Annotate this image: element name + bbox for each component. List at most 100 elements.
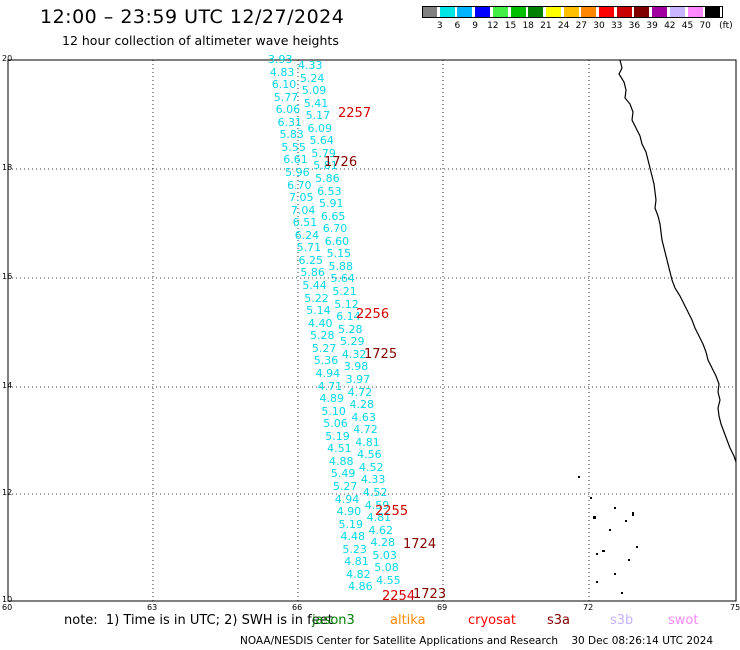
- wave-height-label: 6.06: [275, 103, 301, 117]
- pass-time-label: 2256: [356, 307, 390, 322]
- wave-height-label: 5.91: [318, 197, 344, 211]
- satellite-legend-item: cryosat: [468, 613, 516, 628]
- colorbar-swatch: [510, 6, 526, 18]
- wave-height-label: 4.55: [376, 573, 401, 587]
- wave-height-label: 4.72: [347, 385, 373, 399]
- wave-height-label: 4.89: [319, 392, 344, 406]
- wave-height-label: 5.12: [334, 297, 359, 311]
- colorbar-swatch: [581, 6, 597, 18]
- pass-time-label: 1723: [413, 587, 447, 602]
- lat-label: 20: [2, 54, 13, 63]
- satellite-legend-item: s3a: [547, 613, 571, 628]
- wave-height-label: 5.44: [302, 279, 327, 293]
- wave-height-label: 5.88: [328, 259, 354, 273]
- wave-height-label: 3.93: [268, 53, 293, 66]
- wave-height-label: 6.70: [322, 222, 348, 236]
- wave-height-label: 6.61: [283, 153, 308, 167]
- wave-height-label: 5.96: [285, 166, 310, 180]
- wave-height-label: 4.94: [334, 492, 360, 506]
- wave-height-label: 5.83: [279, 128, 304, 142]
- colorbar-label: 6: [454, 21, 461, 31]
- wave-height-label: 5.03: [372, 548, 397, 562]
- colorbar-swatch: [687, 6, 703, 18]
- wave-height-label: 5.23: [342, 542, 367, 556]
- colorbar-label: 9: [472, 21, 478, 31]
- colorbar-label: 33: [610, 21, 623, 31]
- wave-height-label: 5.71: [296, 241, 322, 255]
- wave-height-label: 5.22: [304, 291, 329, 305]
- wave-height-label: 5.06: [323, 417, 348, 431]
- pass-time-label: 1725: [364, 347, 398, 362]
- wave-height-label: 3.98: [343, 360, 369, 374]
- lat-label: 12: [2, 488, 13, 497]
- colorbar-label: 18: [522, 21, 534, 31]
- wave-height-label: 6.70: [287, 178, 312, 192]
- wave-height-label: 5.19: [325, 429, 350, 443]
- wave-height-label: 4.56: [357, 448, 382, 462]
- wave-height-label: 5.09: [301, 84, 327, 98]
- wave-height-label: 6.53: [317, 184, 342, 198]
- lon-label: 63: [147, 603, 158, 612]
- colorbar-swatch: [669, 6, 685, 18]
- footer-note: note: 1) Time is in UTC; 2) SWH is in fe…: [64, 613, 333, 628]
- wave-height-label: 7.05: [288, 191, 314, 205]
- lat-label: 14: [2, 381, 13, 390]
- wave-height-label: 4.90: [336, 505, 362, 519]
- wave-height-label: 4.28: [349, 398, 374, 412]
- wave-height-label: 5.28: [338, 322, 363, 336]
- wave-height-label: 5.17: [305, 109, 331, 123]
- colorbar-swatch: [545, 6, 561, 18]
- colorbar-swatch: [634, 6, 650, 18]
- pass-time-label: 1724: [403, 537, 437, 552]
- wave-height-label: 4.94: [315, 366, 341, 380]
- wave-height-label: 4.86: [348, 580, 373, 594]
- wave-height-label: 5.21: [332, 285, 357, 299]
- colorbar-label: 70: [699, 21, 711, 31]
- wave-height-label: 6.65: [320, 209, 346, 223]
- pass-time-label: 1726: [324, 155, 358, 170]
- wave-height-label: 5.55: [281, 140, 306, 154]
- credit-line: NOAA/NESDIS Center for Satellite Applica…: [240, 635, 714, 647]
- islands: [578, 476, 638, 594]
- colorbar-swatch: [475, 6, 491, 18]
- wave-height-label: 6.60: [324, 234, 350, 248]
- wave-height-label: 4.40: [308, 316, 333, 330]
- chart-title: 12:00 – 23:59 UTC 12/27/2024: [40, 6, 345, 28]
- pass-time-label: 2255: [375, 504, 409, 519]
- wave-height-label: 5.10: [321, 404, 346, 418]
- colorbar-swatch: [563, 6, 579, 18]
- colorbar-frame: [422, 6, 723, 18]
- wave-height-label: 5.79: [311, 146, 336, 160]
- colorbar-label: 3: [436, 21, 443, 31]
- lon-label: 72: [583, 603, 594, 612]
- wave-height-label: 7.04: [290, 203, 316, 217]
- lon-label: 69: [437, 603, 448, 612]
- wave-height-label: 6.14: [336, 310, 361, 324]
- wave-height-label: 4.81: [366, 511, 392, 525]
- wave-height-label: 4.59: [364, 498, 390, 512]
- colorbar-label: 30: [593, 21, 605, 31]
- colorbar-swatch: [616, 6, 632, 18]
- wave-height-label: 5.86: [300, 266, 325, 280]
- wave-height-label: 6.25: [298, 253, 324, 267]
- pass-time-label: 2254: [382, 589, 416, 604]
- wave-height-label: 4.33: [360, 473, 386, 487]
- wave-height-label: 3.97: [345, 372, 371, 386]
- wave-height-label: 6.51: [292, 216, 318, 230]
- wave-height-label: 5.86: [315, 172, 340, 186]
- wave-height-label: 6.31: [277, 115, 303, 129]
- wave-height-label: 5.15: [326, 247, 352, 261]
- wave-height-label: 5.08: [374, 561, 399, 575]
- wave-height-label: 5.27: [311, 341, 337, 355]
- wave-height-label: 5.81: [313, 159, 338, 173]
- colorbar-swatch: [705, 6, 721, 18]
- wave-height-label: 4.62: [368, 523, 394, 537]
- wave-height-label: 4.48: [340, 530, 365, 544]
- lat-lon-grid: [8, 60, 736, 601]
- wave-height-label: 5.49: [330, 467, 356, 481]
- map-frame: [7, 59, 737, 602]
- colorbar-label: 42: [664, 21, 676, 31]
- satellite-legend-item: s3b: [610, 613, 634, 628]
- colorbar-swatch: [599, 6, 614, 18]
- wave-height-label: 6.09: [307, 121, 333, 135]
